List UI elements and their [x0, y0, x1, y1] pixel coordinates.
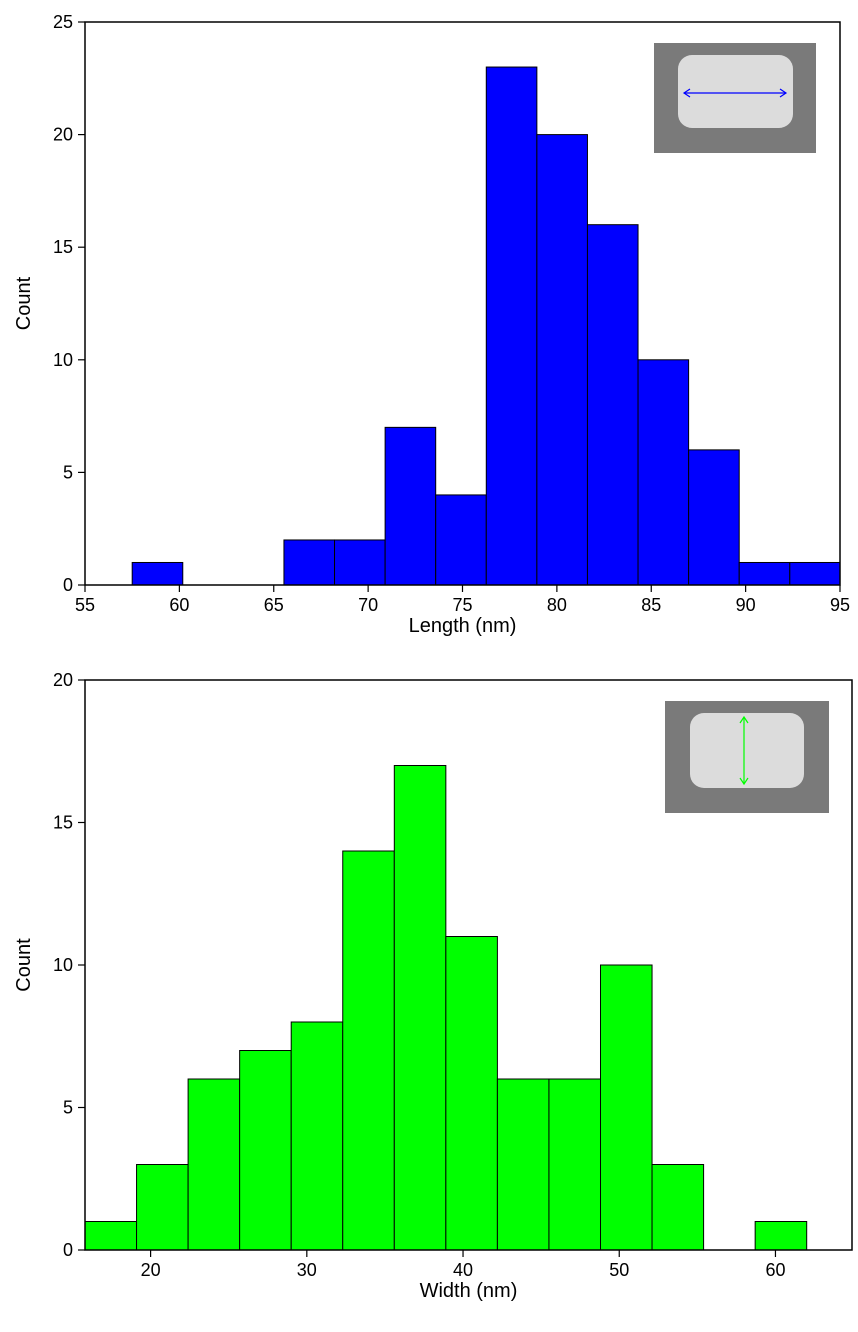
y-tick-label: 10: [53, 955, 73, 975]
x-tick-label: 75: [452, 595, 472, 615]
x-tick-label: 20: [141, 1260, 161, 1280]
y-tick-label: 20: [53, 670, 73, 690]
y-tick-label: 0: [63, 575, 73, 595]
x-tick-label: 30: [297, 1260, 317, 1280]
histogram-panel: 55 60 65 70 75 80 85 90 95 0 5 10 15 20 25 Length (nm) C…: [13, 12, 850, 637]
bar: [651, 1164, 705, 1251]
bar: [435, 494, 487, 586]
x-tick-label: 55: [75, 595, 95, 615]
bar: [754, 1221, 808, 1251]
bar: [485, 66, 538, 586]
histogram-panel: 20 30 40 50 60 0 5 10 15 20 Width (nm) Count: [13, 670, 853, 1302]
bar: [548, 1078, 601, 1251]
x-tick-label: 40: [453, 1260, 473, 1280]
x-axis-label: Width (nm): [420, 1280, 518, 1302]
y-tick-label: 15: [53, 237, 73, 257]
bar: [290, 1021, 344, 1251]
inset-arrowheads: [739, 715, 749, 786]
bar: [536, 134, 588, 586]
bar: [688, 449, 740, 586]
bar: [342, 850, 395, 1251]
x-tick-label: 70: [358, 595, 378, 615]
bar: [586, 224, 639, 586]
y-tick-label: 10: [53, 350, 73, 370]
bar: [384, 426, 437, 586]
bar: [738, 561, 791, 586]
inset-particle: [690, 713, 804, 788]
bar: [637, 359, 690, 586]
bar: [239, 1050, 292, 1251]
bar: [131, 561, 184, 586]
inset-arrowheads: [682, 88, 788, 98]
y-axis-label: Count: [13, 938, 35, 992]
bar: [393, 765, 447, 1251]
bar: [283, 539, 336, 586]
y-tick-label: 25: [53, 12, 73, 32]
bar: [84, 1221, 138, 1251]
y-tick-label: 5: [63, 1098, 73, 1118]
inset-image: [654, 43, 816, 153]
x-axis-label: Length (nm): [409, 615, 517, 637]
x-tick-label: 60: [169, 595, 189, 615]
bar: [445, 936, 498, 1251]
x-tick-label: 50: [609, 1260, 629, 1280]
x-tick-label: 95: [830, 595, 850, 615]
y-tick-label: 5: [63, 462, 73, 482]
bar: [136, 1164, 189, 1251]
x-tick-label: 90: [736, 595, 756, 615]
bar: [789, 561, 841, 586]
y-tick-label: 0: [63, 1240, 73, 1260]
inset-particle: [678, 55, 793, 128]
y-axis-label: Count: [13, 276, 35, 330]
bar: [599, 964, 653, 1251]
x-tick-label: 85: [641, 595, 661, 615]
bar: [187, 1078, 241, 1251]
y-tick-label: 20: [53, 125, 73, 145]
bar: [496, 1078, 550, 1251]
inset-image: [665, 701, 829, 813]
x-tick-label: 60: [765, 1260, 785, 1280]
x-tick-label: 65: [264, 595, 284, 615]
y-tick-label: 15: [53, 813, 73, 833]
x-tick-label: 80: [547, 595, 567, 615]
bar: [334, 539, 386, 586]
